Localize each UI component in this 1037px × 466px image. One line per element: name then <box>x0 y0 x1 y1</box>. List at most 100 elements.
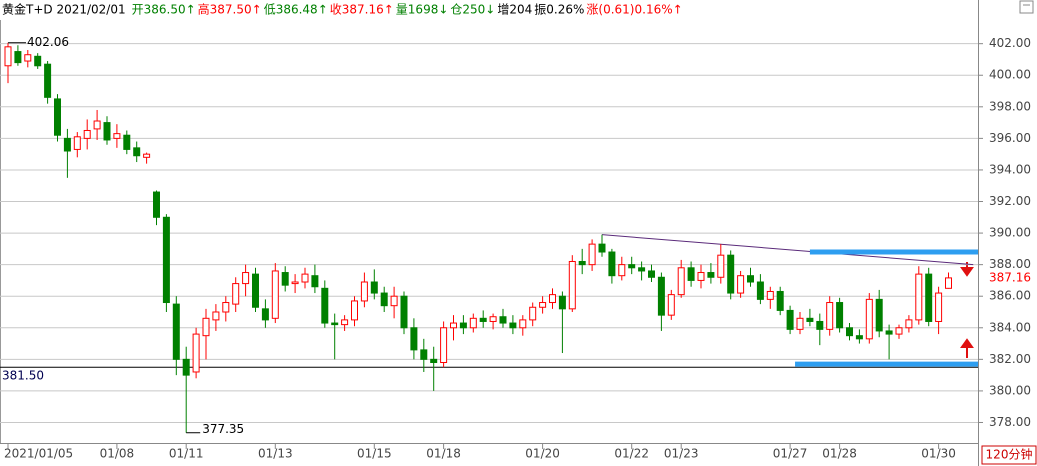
candle-body <box>123 134 131 150</box>
x-tick-label: 01/18 <box>426 447 461 461</box>
candle-body <box>648 270 655 278</box>
candle-body <box>667 294 675 316</box>
candle-body <box>618 264 626 277</box>
candle-body <box>301 273 309 283</box>
header-item: 黄金T+D 2021/02/01 <box>2 2 126 17</box>
candle-body <box>242 272 250 285</box>
candle-body <box>450 322 457 329</box>
candle-body <box>410 327 418 351</box>
candle-body <box>657 276 665 316</box>
candle-body <box>549 294 556 304</box>
candle-body <box>885 330 893 335</box>
candle-body <box>430 358 438 364</box>
candle-body <box>143 153 151 158</box>
candle-body <box>103 122 111 141</box>
candle-body <box>489 316 497 322</box>
candle-body <box>469 317 477 329</box>
candle-body <box>133 147 141 157</box>
x-tick-label: 01/23 <box>664 447 699 461</box>
candle-body <box>4 46 12 67</box>
y-tick-label: 386.00 <box>989 289 1031 303</box>
candle-body <box>568 260 576 310</box>
candle-body <box>846 327 853 337</box>
period-label: 120分钟 <box>986 447 1033 462</box>
candle-body <box>628 264 636 269</box>
header-item: 涨(0.61)0.16%↑ <box>586 2 682 17</box>
candle-body <box>836 302 844 329</box>
y-tick-label: 380.00 <box>989 383 1031 397</box>
candle-body <box>440 327 448 364</box>
period-box[interactable] <box>981 445 1037 465</box>
candle-body <box>925 273 933 322</box>
min-label: 377.35 <box>202 422 244 436</box>
up-arrow <box>960 338 974 358</box>
candle-body <box>380 292 388 307</box>
candle-body <box>638 267 646 272</box>
candle-body <box>826 302 834 330</box>
max-label: 402.06 <box>27 35 69 49</box>
trend-line <box>601 234 974 266</box>
candle-body <box>865 298 873 340</box>
candle-body <box>717 254 725 278</box>
candle-body <box>14 51 22 64</box>
candle-body <box>687 267 695 281</box>
candle-body <box>747 275 754 283</box>
candle-body <box>341 319 349 326</box>
candle-body <box>499 316 507 324</box>
candle-body <box>232 283 240 305</box>
candle-body <box>73 136 81 150</box>
candle-body <box>311 275 319 288</box>
candle-body <box>756 281 764 300</box>
candle-body <box>63 137 71 152</box>
y-tick-label: 382.00 <box>989 352 1031 366</box>
candle-body <box>321 287 329 324</box>
candle-body <box>162 216 170 304</box>
candle-body <box>935 292 943 322</box>
header-item: 开386.50↑ <box>132 3 196 17</box>
candle-body <box>83 129 91 139</box>
x-tick-label: 01/28 <box>822 447 857 461</box>
last-price-label: 387.16 <box>989 270 1031 284</box>
x-tick-label: 01/13 <box>258 447 293 461</box>
x-tick-label: 01/11 <box>169 447 204 461</box>
candle-body <box>331 322 339 326</box>
candle-body <box>192 333 200 373</box>
candle-body <box>707 272 715 278</box>
header-item: 低386.48↑ <box>264 3 328 17</box>
candle-body <box>113 133 121 139</box>
settings-icon[interactable] <box>1019 0 1034 14</box>
x-tick-label: 01/20 <box>525 447 560 461</box>
y-tick-label: 392.00 <box>989 194 1031 208</box>
candle-body <box>509 322 517 329</box>
header-item: 收387.16↑ <box>330 3 394 17</box>
candle-body <box>737 275 745 294</box>
header-item: 增204 <box>497 3 532 17</box>
candle-body <box>816 320 824 330</box>
x-tick-label: 01/08 <box>100 447 135 461</box>
y-tick-label: 384.00 <box>989 320 1031 334</box>
x-tick-label: 01/15 <box>357 447 392 461</box>
candle-body <box>212 311 220 321</box>
candle-body <box>479 317 487 322</box>
candle-body <box>252 273 259 308</box>
y-tick-label: 402.00 <box>989 36 1031 50</box>
candle-body <box>44 63 52 98</box>
candle-body <box>459 322 467 329</box>
candle-body <box>915 273 923 321</box>
y-tick-label: 398.00 <box>989 99 1031 113</box>
candle-body <box>677 267 685 296</box>
candle-body <box>172 303 180 360</box>
candle-body <box>697 272 705 281</box>
candle-body <box>24 54 32 62</box>
candle-body <box>598 243 606 253</box>
candle-body <box>261 308 269 321</box>
header-item: 振0.26% <box>534 3 584 17</box>
candle-body <box>281 272 289 286</box>
y-tick-label: 378.00 <box>989 415 1031 429</box>
candle-body <box>54 98 61 136</box>
header-item: 量1698↓ <box>396 3 449 17</box>
candle-body <box>806 317 814 322</box>
candle-body <box>905 319 913 329</box>
candle-body <box>370 281 378 294</box>
